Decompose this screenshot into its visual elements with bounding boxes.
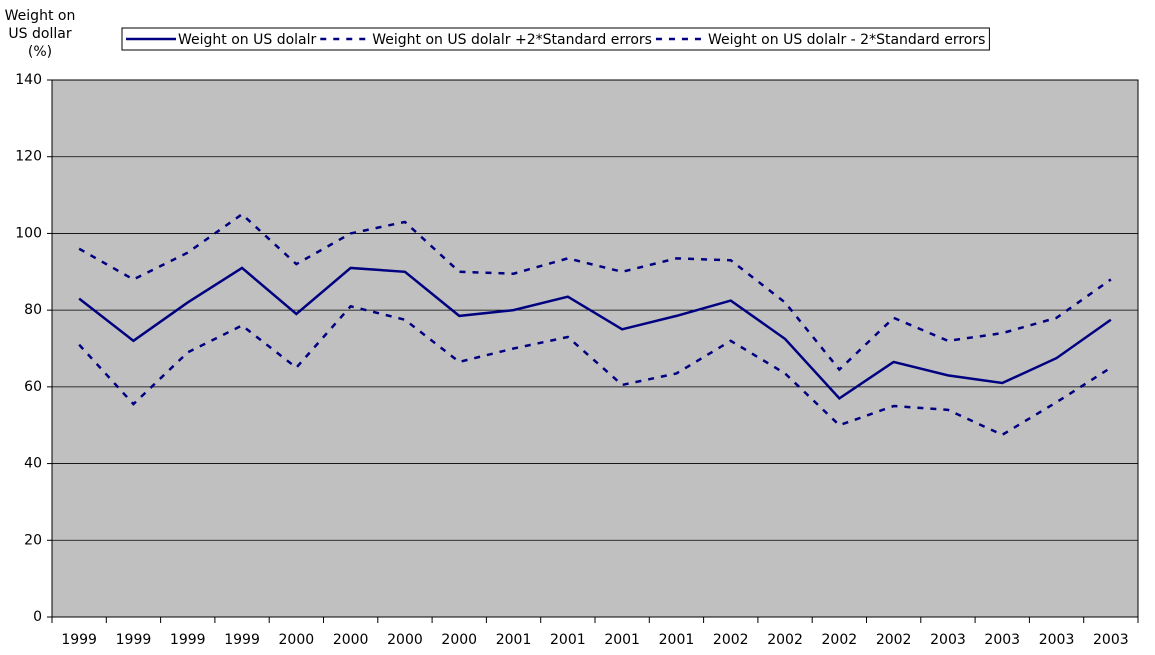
x-tick-label: 1999 [116,632,152,648]
x-tick-label: 2003 [1093,632,1129,648]
y-tick-label: 20 [24,532,42,548]
x-tick-label: 2000 [441,632,477,648]
y-tick-label: 80 [24,302,42,318]
y-tick-label: 40 [24,456,42,472]
x-tick-label: 2002 [767,632,803,648]
x-tick-label: 2002 [713,632,749,648]
legend [121,27,990,51]
x-tick-label: 2001 [659,632,695,648]
y-tick-label: 100 [15,225,42,241]
x-tick-label: 1999 [61,632,97,648]
x-tick-label: 2003 [930,632,966,648]
y-tick-label: 140 [15,72,42,88]
y-axis-title: Weight on [5,8,76,24]
x-tick-label: 2000 [333,632,369,648]
x-tick-label: 1999 [224,632,260,648]
plot-area [51,79,1139,618]
x-tick-label: 2000 [387,632,423,648]
y-tick-label: 0 [33,609,42,625]
y-tick-label: 120 [15,149,42,165]
x-tick-label: 2002 [822,632,858,648]
x-tick-label: 2001 [550,632,586,648]
x-tick-label: 2003 [984,632,1020,648]
x-tick-label: 2002 [876,632,912,648]
x-tick-label: 2000 [279,632,315,648]
y-tick-label: 60 [24,379,42,395]
y-axis-title: (%) [28,44,52,60]
series-line [78,266,1112,401]
x-tick-label: 2003 [1039,632,1075,648]
series-line [78,304,1112,437]
legend-label: Weight on US dolalr [178,32,317,48]
y-axis-title: US dollar [8,26,71,42]
x-tick-label: 2001 [604,632,640,648]
legend-label: Weight on US dolalr - 2*Standard errors [708,32,985,48]
x-tick-label: 1999 [170,632,206,648]
legend-label: Weight on US dolalr +2*Standard errors [372,32,652,48]
x-tick-label: 2001 [496,632,532,648]
